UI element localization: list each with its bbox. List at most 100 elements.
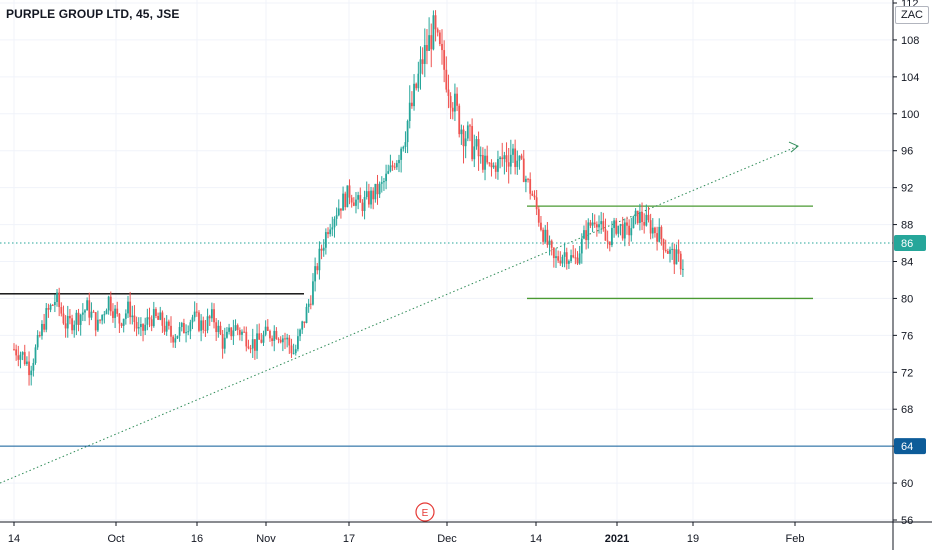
candle-body xyxy=(318,248,321,271)
candle-body xyxy=(357,195,360,200)
candle-body xyxy=(490,162,493,168)
candle-body xyxy=(636,210,639,223)
candle-body xyxy=(116,308,119,314)
candle-body xyxy=(297,336,299,350)
candle-body xyxy=(563,252,566,257)
candle-body xyxy=(309,303,312,305)
candle-body xyxy=(228,327,230,332)
candle-body xyxy=(451,107,454,112)
candle-body xyxy=(152,309,155,327)
candle-body xyxy=(256,333,258,351)
candle-body xyxy=(243,331,246,333)
candle-body xyxy=(30,370,33,376)
candle-body xyxy=(183,323,185,334)
candle-body xyxy=(103,314,106,316)
candle-body xyxy=(484,155,486,170)
candle-body xyxy=(402,146,405,149)
candle-body xyxy=(395,163,398,168)
candle-body xyxy=(413,83,415,107)
candle-body xyxy=(531,193,534,196)
candle-body xyxy=(165,321,168,332)
x-tick-label: 2021 xyxy=(605,533,629,545)
candle-body xyxy=(606,240,609,242)
candle-body xyxy=(486,155,489,163)
candle-body xyxy=(290,345,293,354)
candle-body xyxy=(127,301,129,314)
candle-body xyxy=(56,292,58,302)
candle-body xyxy=(522,158,525,182)
candle-body xyxy=(497,159,499,172)
candle-body xyxy=(245,331,248,347)
candle-body xyxy=(185,332,187,334)
candle-body xyxy=(269,330,271,339)
candle-body xyxy=(195,311,198,313)
candle-body xyxy=(45,308,48,330)
candle-body xyxy=(546,229,549,245)
y-tick-label: 76 xyxy=(901,330,913,342)
candle-body xyxy=(595,224,598,228)
candle-body xyxy=(572,255,575,258)
candle-body xyxy=(458,105,461,135)
y-tick-label: 108 xyxy=(901,35,919,47)
candle-body xyxy=(234,325,237,331)
candle-body xyxy=(23,352,26,365)
candle-body xyxy=(361,202,364,212)
candle-body xyxy=(434,15,437,30)
candle-body xyxy=(180,323,183,328)
drawings[interactable] xyxy=(0,141,893,484)
candle-body xyxy=(430,35,433,50)
candle-body xyxy=(514,148,517,167)
candle-body xyxy=(589,222,592,226)
candle-body xyxy=(632,216,635,229)
candle-body xyxy=(69,315,71,319)
candle-body xyxy=(155,309,157,316)
candle-body xyxy=(529,179,532,194)
candle-body xyxy=(664,249,667,252)
candle-body xyxy=(503,155,506,160)
candle-body xyxy=(481,155,484,170)
candle-body xyxy=(411,102,413,107)
candle-body xyxy=(232,330,235,337)
candle-body xyxy=(643,221,646,226)
candle-body xyxy=(342,193,344,211)
candle-body xyxy=(374,183,377,200)
candle-body xyxy=(238,329,241,335)
candle-body xyxy=(441,43,443,51)
candle-body xyxy=(324,232,327,248)
candle-body xyxy=(99,319,101,321)
earnings-event-icon xyxy=(415,502,435,522)
candle-body xyxy=(307,303,310,307)
candle-body xyxy=(423,45,426,64)
candle-body xyxy=(96,319,99,331)
candle-body xyxy=(615,220,618,234)
candle-body xyxy=(426,45,428,51)
candle-body xyxy=(419,59,422,74)
candle-body xyxy=(129,301,132,318)
candle-body xyxy=(316,266,319,271)
candle-body xyxy=(548,240,551,245)
candle-body xyxy=(58,292,61,308)
candle-body xyxy=(146,317,149,325)
candle-body xyxy=(671,248,674,250)
candle-body xyxy=(163,325,166,332)
candle-body xyxy=(378,183,381,195)
currency-badge[interactable]: ZAC xyxy=(895,6,929,24)
candle-body xyxy=(348,185,351,198)
candle-body xyxy=(466,125,469,139)
candle-body xyxy=(449,95,452,108)
candle-body xyxy=(469,125,471,127)
candle-body xyxy=(51,304,54,306)
event-marker-label: E xyxy=(422,508,429,519)
candle-body xyxy=(28,361,30,376)
candle-body xyxy=(583,230,585,239)
candle-body xyxy=(189,322,192,332)
candle-body xyxy=(576,257,579,264)
price-tag xyxy=(894,235,926,252)
candle-body xyxy=(565,252,568,264)
candle-body xyxy=(19,354,22,360)
candle-body xyxy=(79,314,82,325)
candle-body xyxy=(370,190,372,205)
candle-body xyxy=(421,59,424,64)
